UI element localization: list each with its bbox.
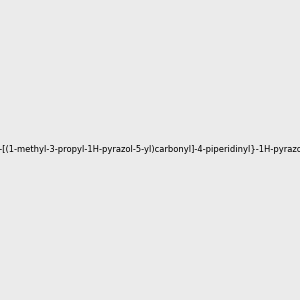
Text: 2-methyl-N-(1-{1-[(1-methyl-3-propyl-1H-pyrazol-5-yl)carbonyl]-4-piperidinyl}-1H: 2-methyl-N-(1-{1-[(1-methyl-3-propyl-1H-… — [0, 146, 300, 154]
